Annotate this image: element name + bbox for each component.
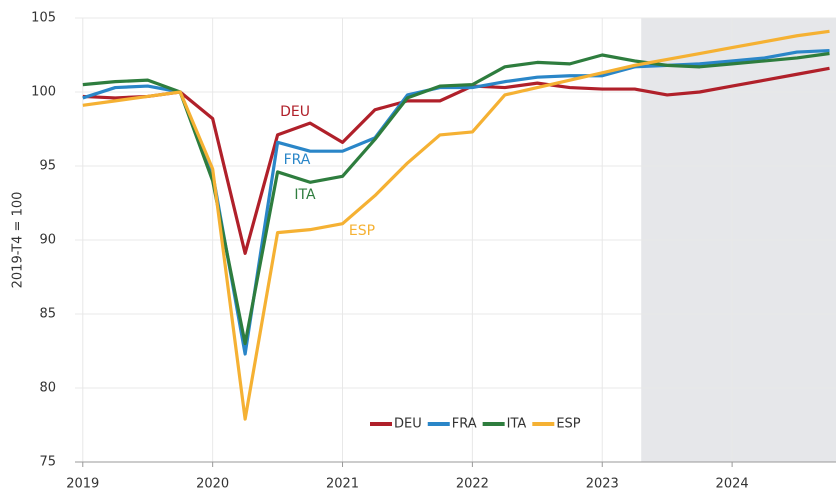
legend-label: DEU <box>394 417 422 432</box>
y-tick-label: 90 <box>39 233 56 248</box>
y-tick-label: 85 <box>39 307 56 322</box>
y-tick-label: 105 <box>31 11 56 26</box>
y-tick-label: 75 <box>39 455 56 470</box>
y-tick-label: 95 <box>39 159 56 174</box>
x-tick-label: 2023 <box>586 477 619 492</box>
legend-label: ESP <box>556 417 580 432</box>
x-tick-label: 2020 <box>196 477 229 492</box>
series-label: ITA <box>294 187 316 203</box>
x-tick-label: 2022 <box>456 477 489 492</box>
legend-label: FRA <box>452 417 477 432</box>
y-tick-label: 80 <box>39 381 56 396</box>
series-label: ESP <box>349 223 375 239</box>
y-tick-label: 100 <box>31 85 56 100</box>
series-line <box>82 29 830 421</box>
series-label: DEU <box>280 104 310 120</box>
legend-label: ITA <box>507 417 527 432</box>
y-axis-label: 2019-T4 = 100 <box>11 192 26 289</box>
x-tick-label: 2019 <box>66 477 99 492</box>
x-tick-label: 2024 <box>716 477 749 492</box>
x-tick-label: 2021 <box>326 477 359 492</box>
series-line <box>82 66 830 255</box>
series-line <box>82 51 830 346</box>
series-label: FRA <box>284 152 311 168</box>
